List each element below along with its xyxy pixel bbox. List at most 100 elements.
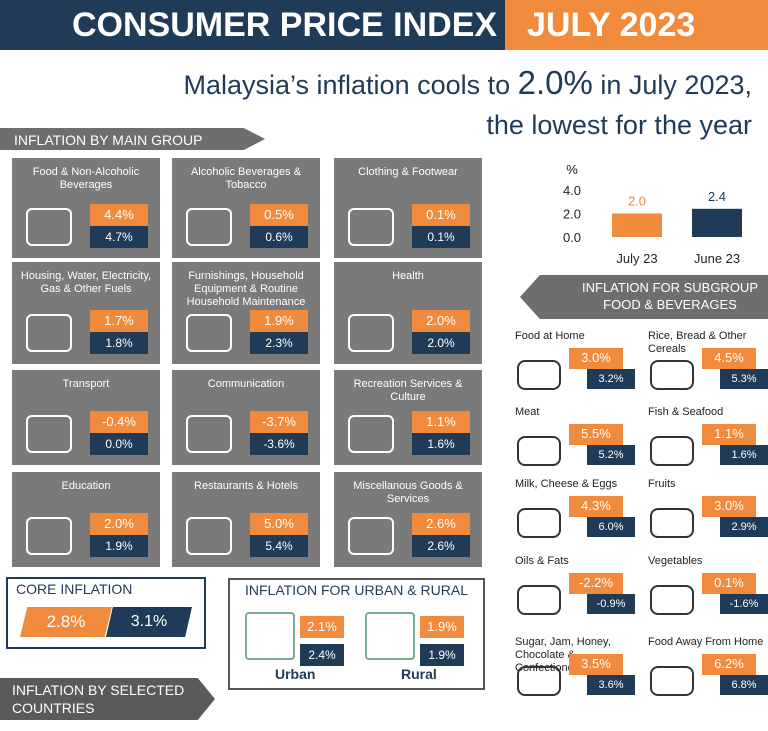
tile-july: 2.0% bbox=[90, 513, 148, 535]
tile-july: 0.1% bbox=[412, 204, 470, 226]
tile-june: 0.6% bbox=[250, 226, 308, 248]
group-tile: Food & Non-Alcoholic Beverages 4.4% 4.7% bbox=[12, 158, 160, 258]
group-tile: Communication -3.7% -3.6% bbox=[172, 370, 320, 465]
tile-june: 0.0% bbox=[90, 433, 148, 455]
headline-highlight: 2.0% bbox=[517, 64, 593, 101]
tile-july: 2.6% bbox=[412, 513, 470, 535]
urban-rural-box: INFLATION FOR URBAN & RURAL bbox=[228, 578, 485, 690]
tile-july: 1.7% bbox=[90, 310, 148, 332]
tile-july: 4.4% bbox=[90, 204, 148, 226]
header-period: JULY 2023 bbox=[527, 6, 696, 44]
group-tile: Housing, Water, Electricity, Gas & Other… bbox=[12, 262, 160, 364]
tile-july: 2.0% bbox=[412, 310, 470, 332]
bar bbox=[692, 208, 742, 237]
tile-june: 0.1% bbox=[412, 226, 470, 248]
headline-text: Malaysia’s inflation cools to bbox=[183, 70, 511, 100]
tile-label: Health bbox=[392, 270, 424, 282]
tile-icon bbox=[186, 314, 232, 352]
tile-july: 5.0% bbox=[250, 513, 308, 535]
tile-icon bbox=[26, 415, 72, 453]
tile-june: 4.7% bbox=[90, 226, 148, 248]
tile-icon bbox=[348, 517, 394, 555]
subgroup-june: 3.2% bbox=[587, 369, 635, 389]
bar bbox=[612, 213, 662, 237]
subgroup-icon bbox=[517, 436, 561, 466]
tile-icon bbox=[348, 208, 394, 246]
tile-label: Housing, Water, Electricity, Gas & Other… bbox=[20, 270, 152, 295]
subgroup-june: -1.6% bbox=[720, 594, 768, 614]
section-title: INFLATION BY MAIN GROUP bbox=[14, 132, 203, 148]
subgroup-july: 3.0% bbox=[702, 496, 756, 517]
subgroup-label: Sugar, Jam, Honey, Chocolate & Confectio… bbox=[515, 636, 611, 674]
subgroup-july: -2.2% bbox=[569, 573, 623, 594]
subgroup-june: -0.9% bbox=[587, 594, 635, 614]
headline: Malaysia’s inflation cools to 2.0% in Ju… bbox=[183, 64, 752, 102]
tile-label: Restaurants & Hotels bbox=[194, 480, 298, 492]
tile-july: -0.4% bbox=[90, 411, 148, 433]
subgroup-icon bbox=[517, 508, 561, 538]
area-icon bbox=[365, 612, 415, 660]
header-bar: CONSUMER PRICE INDEX bbox=[0, 0, 505, 50]
core-june: 3.1% bbox=[106, 607, 192, 637]
tile-icon bbox=[26, 314, 72, 352]
area-june: 2.4% bbox=[300, 644, 344, 666]
tile-label: Education bbox=[61, 480, 111, 492]
tile-icon bbox=[186, 517, 232, 555]
subgroup-july: 6.2% bbox=[702, 654, 756, 675]
mini-chart: % 0.0 2.0 4.0 2.0 July 23 2.4 June 23 bbox=[563, 162, 742, 266]
tile-icon bbox=[26, 517, 72, 555]
subgroup-june: 6.0% bbox=[587, 517, 635, 537]
tile-june: 1.9% bbox=[90, 535, 148, 557]
tile-icon bbox=[348, 314, 394, 352]
tile-july: 1.9% bbox=[250, 310, 308, 332]
tile-icon bbox=[26, 208, 72, 246]
tile-label: Miscellanous Goods & Services bbox=[353, 480, 463, 505]
tile-july: 0.5% bbox=[250, 204, 308, 226]
countries-title-line: COUNTRIES bbox=[12, 700, 95, 716]
tile-june: 5.4% bbox=[250, 535, 308, 557]
subgroup-icon bbox=[650, 360, 694, 390]
area-label: Rural bbox=[401, 666, 437, 682]
y-tick-label: 4.0 bbox=[563, 183, 581, 198]
group-tile: Clothing & Footwear 0.1% 0.1% bbox=[334, 158, 482, 258]
tile-label: Alcoholic Beverages & Tobacco bbox=[190, 166, 302, 191]
tile-icon bbox=[186, 208, 232, 246]
subgroup-july: 5.5% bbox=[569, 424, 623, 445]
group-tile: Health 2.0% 2.0% bbox=[334, 262, 482, 364]
subgroup-label: Food at Home bbox=[515, 330, 585, 342]
subgroup-title: INFLATION FOR SUBGROUP FOOD & BEVERAGES bbox=[582, 279, 758, 313]
group-tile: Recreation Services & Culture 1.1% 1.6% bbox=[334, 370, 482, 465]
tile-label: Recreation Services & Culture bbox=[353, 378, 463, 403]
subgroup-label: Food Away From Home bbox=[648, 636, 764, 648]
subgroup-label: Fish & Seafood bbox=[648, 406, 724, 418]
tile-june: 2.3% bbox=[250, 332, 308, 354]
subgroup-june: 1.6% bbox=[720, 445, 768, 465]
subgroup-july: 1.1% bbox=[702, 424, 756, 445]
subgroup-july: 4.3% bbox=[569, 496, 623, 517]
subgroup-july: 3.0% bbox=[569, 348, 623, 369]
core-july: 2.8% bbox=[20, 607, 112, 637]
subgroup-icon bbox=[650, 585, 694, 615]
y-unit: % bbox=[566, 162, 578, 177]
tile-icon bbox=[348, 415, 394, 453]
subgroup-icon bbox=[650, 436, 694, 466]
subgroup-title-line: FOOD & BEVERAGES bbox=[603, 297, 737, 312]
subgroup-icon bbox=[517, 585, 561, 615]
subgroup-label: Rice, Bread & Other Cereals bbox=[648, 330, 747, 355]
countries-banner: INFLATION BY SELECTED COUNTRIES bbox=[0, 678, 215, 720]
tile-june: 1.8% bbox=[90, 332, 148, 354]
group-tile: Alcoholic Beverages & Tobacco 0.5% 0.6% bbox=[172, 158, 320, 258]
header-title: CONSUMER PRICE INDEX bbox=[72, 6, 498, 44]
tile-label: Food & Non-Alcoholic Beverages bbox=[32, 166, 140, 191]
section-banner: INFLATION BY MAIN GROUP bbox=[0, 128, 265, 150]
x-tick-label: June 23 bbox=[694, 251, 740, 266]
tile-label: Communication bbox=[207, 378, 285, 390]
subgroup-label: Meat bbox=[515, 406, 540, 418]
tile-july: 1.1% bbox=[412, 411, 470, 433]
subgroup-july: 4.5% bbox=[702, 348, 756, 369]
subgroup-icon bbox=[517, 360, 561, 390]
group-tile: Restaurants & Hotels 5.0% 5.4% bbox=[172, 472, 320, 567]
tile-june: 2.6% bbox=[412, 535, 470, 557]
tile-june: 2.0% bbox=[412, 332, 470, 354]
